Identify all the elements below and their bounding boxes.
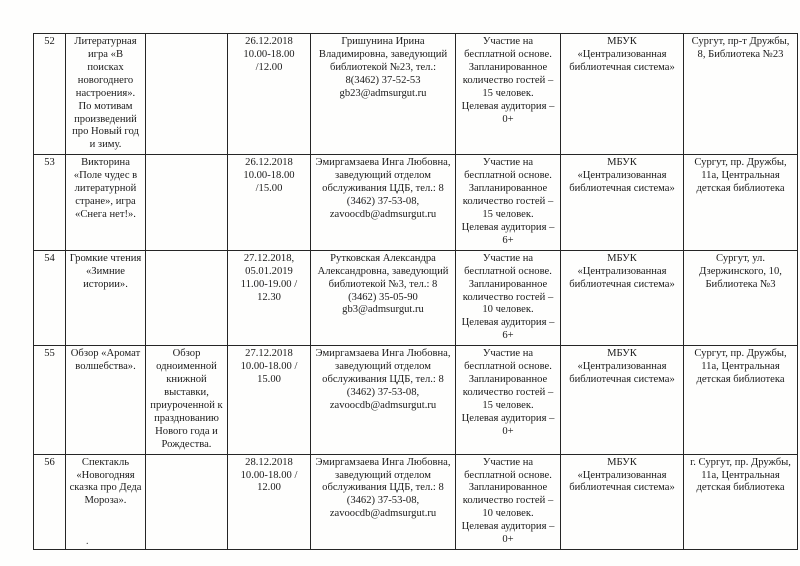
cell-organizer: МБУК «Централизованная библиотечная сист… xyxy=(560,249,684,347)
cell-participation: Участие на бесплатной основе. Запланиров… xyxy=(455,249,561,347)
cell-event-name: Спектакль «Новогодняя сказка про Деда Мо… xyxy=(65,453,146,551)
cell-description xyxy=(145,453,228,551)
events-table: 52 Литературная игра «В поисках новогодн… xyxy=(33,32,798,551)
cell-description xyxy=(145,32,228,156)
cell-datetime: 26.12.2018 10.00-18.00 /12.00 xyxy=(227,32,311,156)
cell-number: 55 xyxy=(33,345,66,455)
cell-organizer: МБУК «Централизованная библиотечная сист… xyxy=(560,345,684,455)
cell-event-name: Литературная игра «В поисках новогоднего… xyxy=(65,32,146,156)
table-row: 55 Обзор «Аромат волшебства». Обзор одно… xyxy=(33,345,798,455)
cell-event-name: Обзор «Аромат волшебства». xyxy=(65,345,146,455)
cell-location: Сургут, пр. Дружбы, 11а, Центральная дет… xyxy=(683,154,798,251)
cell-number: 53 xyxy=(33,154,66,251)
cell-location: Сургут, пр-т Дружбы, 8, Библиотека №23 xyxy=(683,32,798,156)
cell-organizer: МБУК «Централизованная библиотечная сист… xyxy=(560,453,684,551)
table-row: 53 Викторина «Поле чудес в литературной … xyxy=(33,154,798,251)
cell-contact: Гришунина Ирина Владимировна, заведующий… xyxy=(310,32,456,156)
cell-event-name: Громкие чтения «Зимние истории». xyxy=(65,249,146,347)
cell-contact: Эмиргамзаева Инга Любовна, заведующий от… xyxy=(310,154,456,251)
table-row: 52 Литературная игра «В поисках новогодн… xyxy=(33,32,798,156)
cell-participation: Участие на бесплатной основе. Запланиров… xyxy=(455,154,561,251)
cell-description xyxy=(145,154,228,251)
cell-datetime: 28.12.2018 10.00-18.00 / 12.00 xyxy=(227,453,311,551)
cell-location: г. Сургут, пр. Дружбы, 11а, Центральная … xyxy=(683,453,798,551)
cell-contact: Рутковская Александра Александровна, зав… xyxy=(310,249,456,347)
cell-datetime: 27.12.2018, 05.01.2019 11.00-19.00 / 12.… xyxy=(227,249,311,347)
cell-description: Обзор одноименной книжной выставки, приу… xyxy=(145,345,228,455)
cell-participation: Участие на бесплатной основе. Запланиров… xyxy=(455,345,561,455)
cell-contact: Эмиргамзаева Инга Любовна, заведующий от… xyxy=(310,453,456,551)
cell-datetime: 27.12.2018 10.00-18.00 / 15.00 xyxy=(227,345,311,455)
cell-datetime: 26.12.2018 10.00-18.00 /15.00 xyxy=(227,154,311,251)
cell-participation: Участие на бесплатной основе. Запланиров… xyxy=(455,32,561,156)
cell-number: 56 xyxy=(33,453,66,551)
cell-location: Сургут, пр. Дружбы, 11а, Центральная дет… xyxy=(683,345,798,455)
cell-number: 52 xyxy=(33,32,66,156)
cell-event-name: Викторина «Поле чудес в литературной стр… xyxy=(65,154,146,251)
cell-description xyxy=(145,249,228,347)
table-row: 54 Громкие чтения «Зимние истории». 27.1… xyxy=(33,249,798,347)
cell-participation: Участие на бесплатной основе. Запланиров… xyxy=(455,453,561,551)
cell-location: Сургут, ул. Дзержинского, 10, Библиотека… xyxy=(683,249,798,347)
cell-number: 54 xyxy=(33,249,66,347)
table-row: 56 Спектакль «Новогодняя сказка про Деда… xyxy=(33,453,798,551)
cell-contact: Эмиргамзаева Инга Любовна, заведующий от… xyxy=(310,345,456,455)
stray-scan-mark: . xyxy=(86,536,89,547)
cell-organizer: МБУК «Централизованная библиотечная сист… xyxy=(560,32,684,156)
cell-organizer: МБУК «Централизованная библиотечная сист… xyxy=(560,154,684,251)
